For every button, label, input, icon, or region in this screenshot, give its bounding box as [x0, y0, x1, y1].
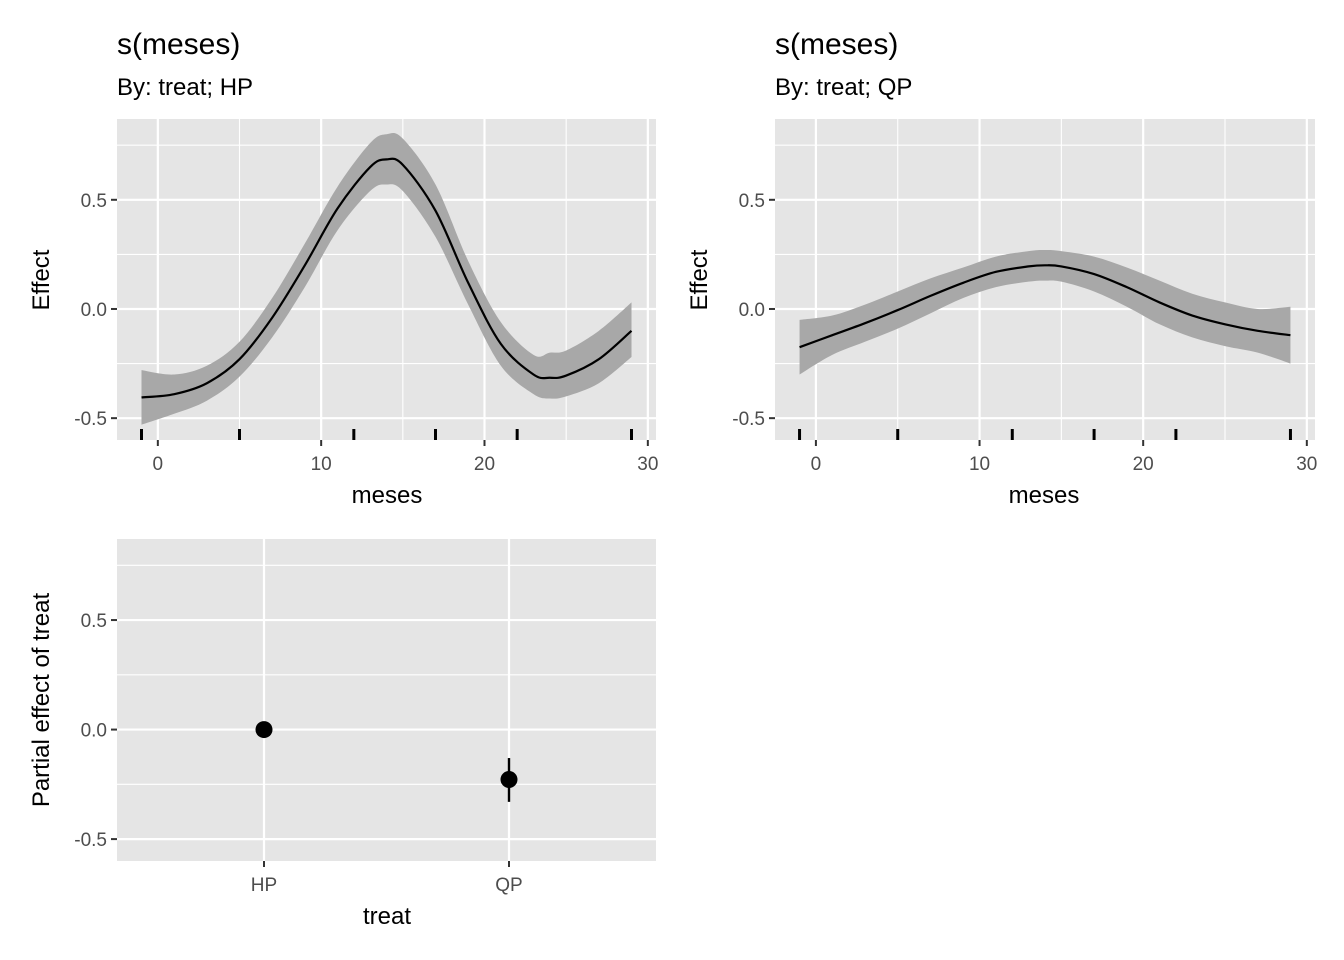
y-axis-title: Effect [28, 249, 55, 310]
x-tick-label: 30 [637, 454, 658, 475]
x-tick-label: 20 [1133, 454, 1154, 475]
y-tick-label: 0.5 [739, 191, 765, 212]
x-tick-label: 30 [1296, 454, 1317, 475]
x-tick-label: 0 [811, 454, 822, 475]
panel-background [117, 539, 656, 861]
y-tick-label: 0.5 [81, 191, 107, 212]
y-tick-label: -0.5 [732, 409, 765, 430]
x-tick-label: QP [495, 875, 522, 896]
confidence-ribbon [799, 250, 1291, 375]
y-tick-label: 0.0 [81, 300, 107, 321]
y-tick-label: 0.5 [81, 611, 107, 632]
x-axis-title: meses [352, 482, 423, 509]
x-axis-title: treat [363, 903, 411, 930]
x-tick-label: 10 [311, 454, 332, 475]
panel-subtitle: By: treat; QP [775, 74, 912, 101]
smooth-panel-qp: s(meses) By: treat; QP meses Effect -0.5… [686, 28, 1317, 509]
panel-title: s(meses) [775, 28, 898, 61]
parametric-panel-treat: treat Partial effect of treat -0.5 0.0 0.5… [28, 539, 656, 930]
x-axis-title: meses [1009, 482, 1080, 509]
smooth-panel-hp: s(meses) By: treat; HP meses Effect -0.5… [28, 28, 658, 509]
x-tick-label: 0 [153, 454, 164, 475]
x-tick-label: HP [251, 875, 277, 896]
panel-subtitle: By: treat; HP [117, 74, 253, 101]
y-tick-label: -0.5 [74, 830, 107, 851]
smooth-line [141, 157, 633, 399]
data-point [500, 771, 518, 789]
y-axis-title: Partial effect of treat [28, 593, 55, 808]
y-tick-label: 0.0 [739, 300, 765, 321]
smooth-line [799, 264, 1291, 349]
y-axis-title: Effect [686, 249, 713, 310]
y-tick-label: -0.5 [74, 409, 107, 430]
x-tick-label: 10 [969, 454, 990, 475]
data-point [255, 721, 273, 739]
y-tick-label: 0.0 [81, 721, 107, 742]
confidence-ribbon [141, 133, 632, 425]
panel-title: s(meses) [117, 28, 240, 61]
x-tick-label: 20 [474, 454, 495, 475]
